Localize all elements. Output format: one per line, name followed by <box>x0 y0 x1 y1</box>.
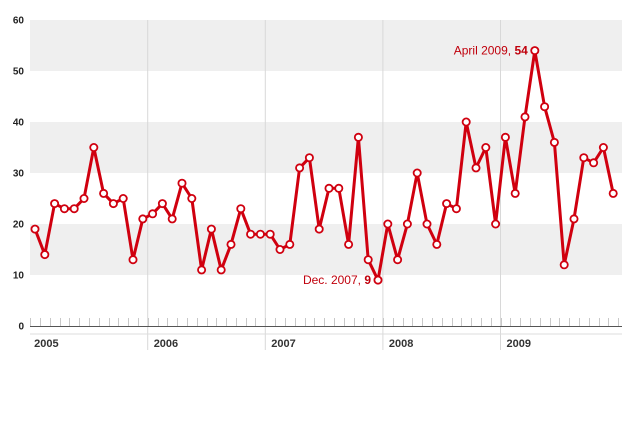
data-point <box>304 153 314 163</box>
x-year-label: 2008 <box>389 338 413 350</box>
data-point <box>157 199 167 209</box>
data-point <box>148 209 158 219</box>
data-point <box>59 204 69 214</box>
data-point <box>236 204 246 214</box>
annotation-value: 9 <box>364 273 371 287</box>
data-point <box>500 132 510 142</box>
data-point <box>383 219 393 229</box>
data-point <box>353 132 363 142</box>
data-point <box>295 163 305 173</box>
data-point <box>255 229 265 239</box>
y-tick-label: 30 <box>13 169 25 180</box>
data-point <box>30 224 40 234</box>
data-point <box>481 142 491 152</box>
data-point <box>344 239 354 249</box>
annotation-label-text: April 2009, <box>454 44 515 58</box>
data-point <box>589 158 599 168</box>
data-point <box>530 46 540 56</box>
y-tick-label: 40 <box>13 118 25 129</box>
data-point <box>285 239 295 249</box>
data-point <box>226 239 236 249</box>
data-point <box>432 239 442 249</box>
x-year-label: 2005 <box>34 338 58 350</box>
data-point <box>99 188 109 198</box>
data-point <box>128 255 138 265</box>
data-point <box>69 204 79 214</box>
data-point <box>324 183 334 193</box>
data-point <box>50 199 60 209</box>
y-tick-label: 50 <box>13 67 25 78</box>
annotation-value: 54 <box>514 44 528 58</box>
annotation-label-text: Dec. 2007, <box>303 273 364 287</box>
data-point <box>108 199 118 209</box>
y-tick-label: 20 <box>13 220 25 231</box>
grid-band <box>30 224 622 275</box>
data-point <box>422 219 432 229</box>
x-year-label: 2009 <box>507 338 531 350</box>
data-point <box>569 214 579 224</box>
data-point <box>451 204 461 214</box>
data-point <box>471 163 481 173</box>
data-point <box>79 193 89 203</box>
data-point <box>363 255 373 265</box>
data-point <box>461 117 471 127</box>
data-point <box>216 265 226 275</box>
annotation-label: Dec. 2007, 9 <box>303 273 371 287</box>
data-point <box>608 188 618 198</box>
y-tick-label: 0 <box>18 322 24 333</box>
y-tick-label: 10 <box>13 271 25 282</box>
data-point <box>373 275 383 285</box>
y-tick-label: 60 <box>13 16 25 27</box>
data-point <box>579 153 589 163</box>
data-point <box>89 142 99 152</box>
data-point <box>206 224 216 234</box>
grid-band <box>30 122 622 173</box>
data-point <box>167 214 177 224</box>
x-year-label: 2006 <box>154 338 178 350</box>
data-point <box>540 102 550 112</box>
data-point <box>40 250 50 260</box>
data-point <box>118 193 128 203</box>
data-point <box>491 219 501 229</box>
data-point <box>177 178 187 188</box>
data-point <box>393 255 403 265</box>
data-point <box>412 168 422 178</box>
series-line <box>33 49 615 282</box>
data-point <box>187 193 197 203</box>
data-point <box>334 183 344 193</box>
data-point <box>265 229 275 239</box>
data-point <box>197 265 207 275</box>
annotation-label: April 2009, 54 <box>454 44 528 58</box>
data-point <box>549 137 559 147</box>
x-year-label: 2007 <box>271 338 295 350</box>
data-point <box>559 260 569 270</box>
data-point <box>275 244 285 254</box>
data-point <box>442 199 452 209</box>
data-point <box>402 219 412 229</box>
data-point <box>520 112 530 122</box>
data-point <box>246 229 256 239</box>
data-point <box>510 188 520 198</box>
data-point <box>138 214 148 224</box>
grid-band <box>30 20 622 71</box>
data-point <box>598 142 608 152</box>
data-point <box>314 224 324 234</box>
